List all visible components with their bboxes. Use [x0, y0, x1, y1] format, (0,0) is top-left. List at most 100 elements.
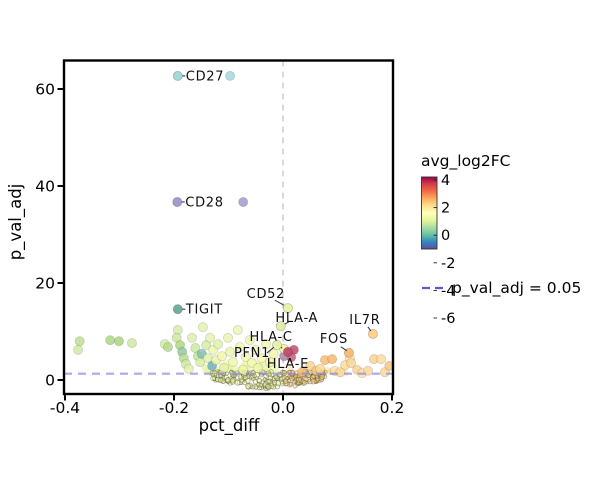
dense-cluster-dot — [282, 369, 287, 375]
gene-label: TIGIT — [185, 303, 223, 318]
dense-cluster-dot — [289, 375, 295, 382]
labeled-gene-point — [367, 328, 378, 339]
labeled-gene-point — [271, 340, 283, 351]
gene-label: HLA-A — [275, 311, 318, 326]
colorbar-tick-label: 4 — [441, 173, 450, 189]
dense-cluster-dot — [252, 373, 257, 379]
data-point — [213, 339, 224, 350]
y-tick-label: 20 — [35, 275, 55, 293]
y-tick-label: 0 — [45, 372, 55, 390]
dense-cluster-dot — [296, 377, 302, 383]
dense-cluster-dot — [292, 383, 298, 389]
data-point — [186, 332, 198, 343]
gene-label-connector — [367, 326, 372, 332]
x-tick-label: 0.2 — [380, 399, 405, 417]
soft-density-dot — [272, 367, 280, 374]
labeled-gene-point — [282, 346, 293, 357]
labeled-gene-point — [172, 196, 183, 208]
data-point — [183, 363, 194, 374]
dense-cluster-dot — [315, 376, 321, 382]
data-point — [227, 357, 238, 368]
dense-cluster-dot — [218, 377, 224, 384]
data-point — [327, 354, 338, 365]
dense-cluster-dot — [302, 380, 308, 386]
data-point — [234, 341, 245, 353]
gene-label: CD28 — [185, 196, 223, 211]
plot-border — [62, 59, 395, 396]
data-point — [73, 344, 84, 355]
colorbar-legend: avg_log2FC 4 2 0 -2 -4 -6 — [421, 152, 511, 327]
gene-label: HLA-E — [267, 357, 309, 372]
colorbar-tick-label: -4 — [441, 283, 455, 299]
dense-cluster-dot — [273, 374, 278, 379]
data-point — [250, 344, 261, 355]
colorbar-gradient — [421, 176, 438, 250]
colorbar-tick-label: 0 — [441, 228, 450, 244]
scatter-points-layer — [73, 70, 395, 379]
gene-label-connector — [274, 299, 285, 306]
gene-label: CD27 — [186, 69, 224, 84]
gene-label: PFN1 — [234, 346, 270, 361]
data-point — [74, 336, 85, 347]
data-point — [376, 354, 387, 365]
dense-cluster-dot — [256, 377, 262, 383]
dense-cluster-dot — [266, 378, 272, 384]
data-point — [204, 332, 216, 343]
dense-cluster-dot — [245, 383, 252, 390]
gene-label-connector — [340, 346, 348, 352]
data-point — [225, 70, 236, 81]
hline-legend-label: p_val_adj = 0.05 — [452, 279, 581, 298]
labeled-gene-point — [172, 70, 183, 81]
colorbar-tick-label: 2 — [441, 201, 450, 217]
dense-cluster-dot — [210, 375, 216, 382]
data-point — [238, 364, 249, 375]
data-point — [268, 348, 279, 359]
hline-legend: p_val_adj = 0.05 — [422, 279, 581, 298]
data-point — [225, 346, 236, 357]
data-point — [113, 336, 125, 347]
data-point — [252, 362, 263, 373]
colorbar-tick-label: -6 — [441, 311, 455, 327]
data-point — [256, 353, 267, 364]
data-point — [222, 332, 234, 343]
gene-label: CD52 — [247, 287, 285, 302]
x-tick-label: -0.4 — [50, 399, 80, 417]
data-point — [261, 339, 272, 350]
gene-label-connector — [284, 320, 291, 325]
data-point — [126, 338, 138, 349]
x-tick-label: -0.2 — [159, 399, 189, 417]
data-point — [201, 340, 212, 351]
data-point — [264, 357, 275, 368]
dense-cluster-dot — [234, 375, 240, 380]
dense-cluster-dot — [225, 377, 231, 384]
data-point — [346, 357, 357, 369]
labeled-gene-point — [275, 321, 286, 332]
data-point — [162, 341, 174, 353]
colorbar-tick-label: -2 — [441, 256, 455, 272]
dense-cluster-dot — [239, 377, 245, 383]
gene-label-connector — [266, 346, 275, 354]
dense-cluster-dot — [267, 372, 272, 377]
colorbar-ticks: 4 2 0 -2 -4 -6 — [433, 173, 455, 327]
x-axis-title: pct_diff — [199, 416, 260, 436]
data-point — [105, 335, 116, 346]
data-point — [219, 362, 230, 373]
dense-cluster-dot — [310, 378, 317, 385]
dense-cluster-dot — [278, 376, 284, 382]
dense-cluster-dot — [265, 383, 272, 390]
gene-label: FOS — [320, 332, 348, 347]
axes-layer: -0.4 -0.2 0.0 0.2 0 20 40 60 — [35, 59, 405, 417]
y-tick-label: 60 — [35, 81, 55, 99]
dense-cluster-dot — [210, 372, 215, 378]
data-point — [216, 351, 228, 362]
dense-cluster-dot — [247, 382, 253, 388]
y-tick-label: 40 — [35, 178, 55, 196]
data-point — [244, 335, 255, 346]
data-point — [232, 324, 243, 336]
gene-label: HLA-C — [249, 330, 292, 345]
colorbar-title: avg_log2FC — [421, 152, 511, 171]
gene-label: IL7R — [349, 313, 380, 328]
